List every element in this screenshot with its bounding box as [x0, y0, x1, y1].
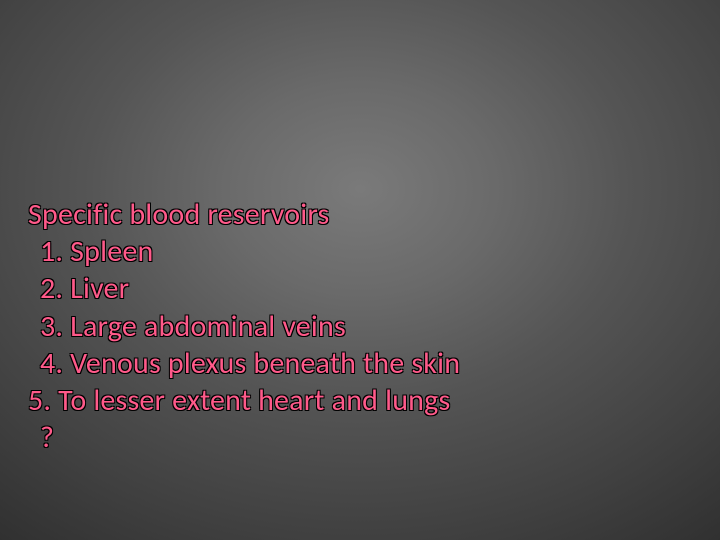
list-item: 2. Liver — [28, 270, 460, 307]
list-item: 5. To lesser extent heart and lungs — [28, 382, 460, 419]
list-item: 3. Large abdominal veins — [28, 308, 460, 345]
list-item: 4. Venous plexus beneath the skin — [28, 345, 460, 382]
list-number: 3. — [40, 308, 63, 345]
slide: Specific blood reservoirs 1. Spleen 2. L… — [0, 0, 720, 540]
list-text: Large abdominal veins — [70, 308, 346, 345]
list-text: Venous plexus beneath the skin — [70, 345, 460, 382]
slide-title: Specific blood reservoirs — [28, 196, 460, 233]
list-text: To lesser extent heart and lungs — [58, 382, 450, 419]
slide-content: Specific blood reservoirs 1. Spleen 2. L… — [28, 196, 460, 456]
list-number: 2. — [40, 270, 63, 307]
list-number: 4. — [40, 345, 63, 382]
list-number: 5. — [28, 382, 51, 419]
trailing-mark: ? — [28, 419, 460, 456]
list-text: Spleen — [70, 233, 153, 270]
list-item: 1. Spleen — [28, 233, 460, 270]
list-number: 1. — [40, 233, 63, 270]
list-text: Liver — [70, 270, 129, 307]
